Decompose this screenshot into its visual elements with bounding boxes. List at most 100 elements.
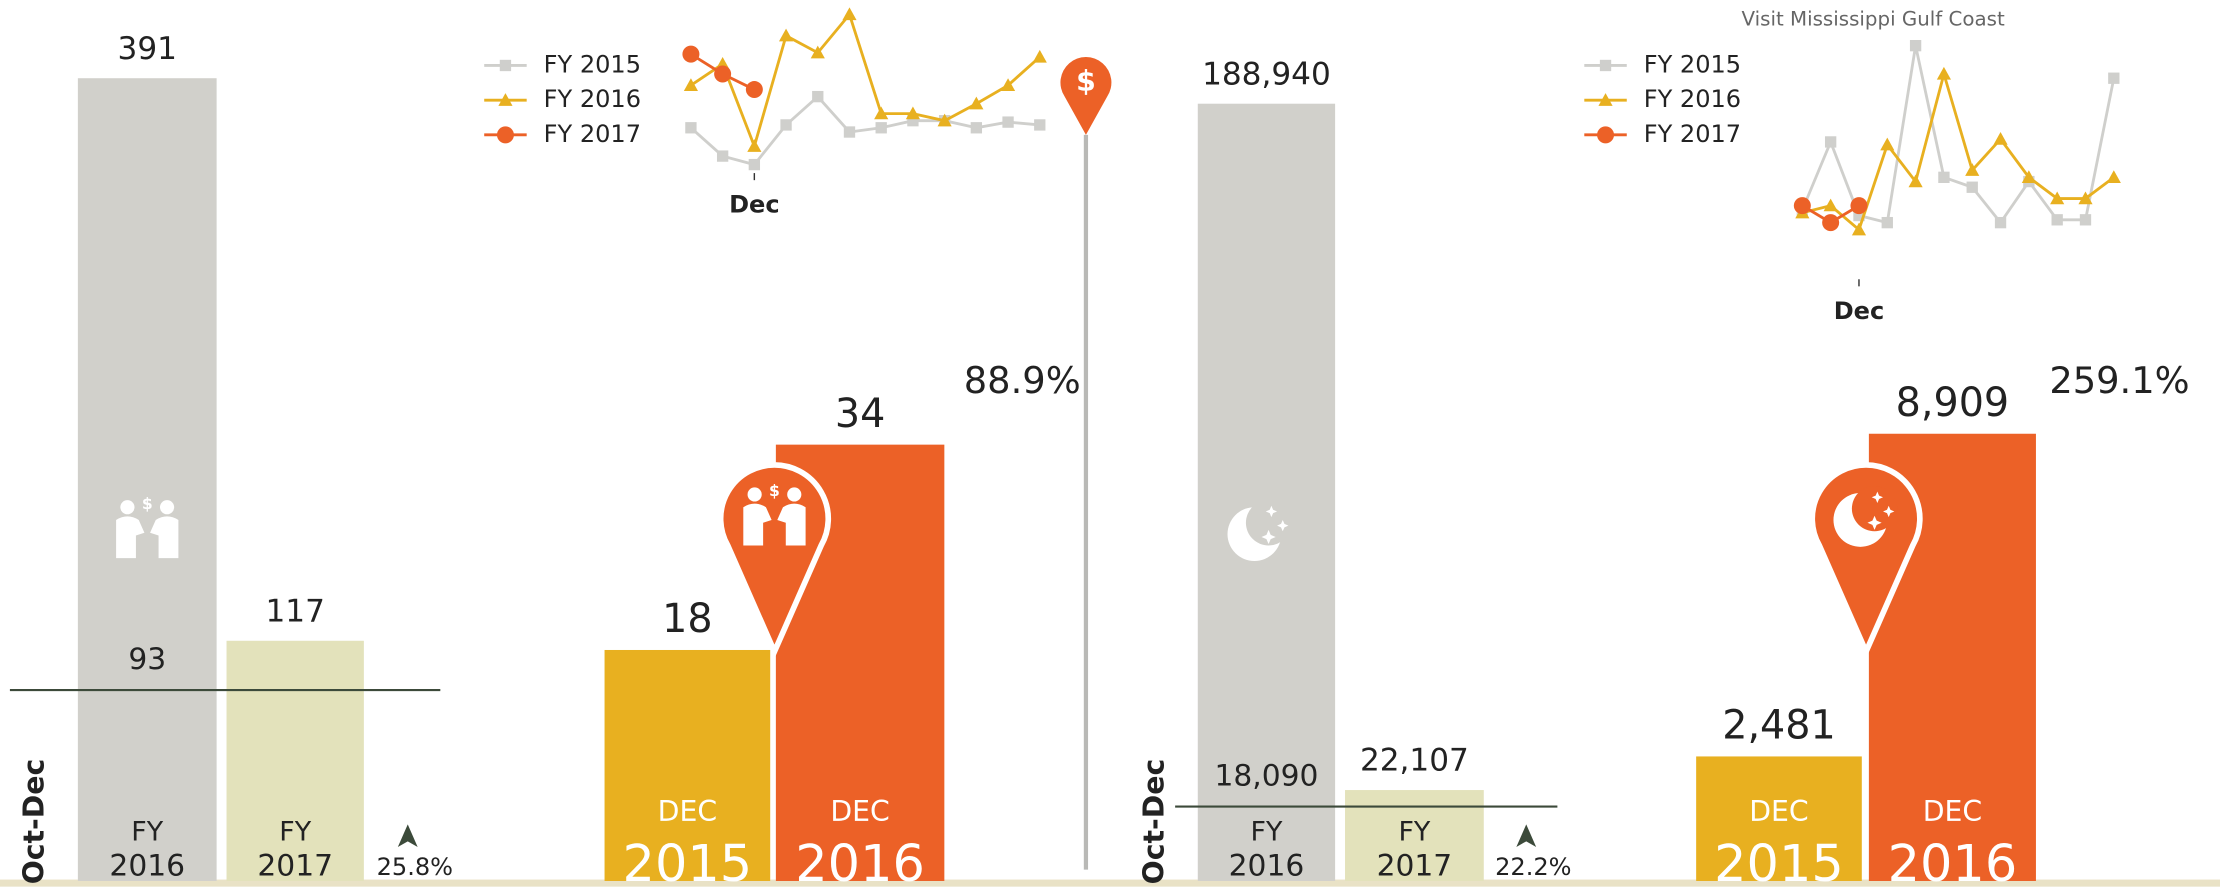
category-label: DEC [1749,795,1808,828]
dollar-pin: $ [1060,57,1112,135]
icon [116,516,145,559]
icon [120,500,135,515]
marker [2106,170,2121,183]
legend-marker [1599,59,1612,72]
marker [1824,136,1837,148]
value-label: 391 [118,31,177,67]
bar [604,649,771,881]
marker [745,81,763,99]
category-label: DEC [1923,795,1982,828]
marker [682,45,700,63]
icon [1871,491,1884,503]
svg-text:$: $ [1076,64,1096,97]
legend-label: FY 2015 [1644,50,1741,78]
marker [2078,191,2093,205]
category-label: FY [1398,816,1430,847]
legend-label: FY 2016 [1644,85,1741,113]
icon [743,503,772,546]
axis-label: Oct-Dec [1137,759,1170,885]
icon [150,516,179,559]
marker [1000,78,1016,91]
bar [226,640,364,881]
icon [747,487,762,502]
value-label: 8,909 [1896,380,2009,426]
bar [1197,103,1336,881]
legend-label: FY 2016 [544,85,641,113]
value-label: 34 [835,391,885,437]
x-tick-label: Dec [729,191,780,219]
change-arrow [1516,824,1537,848]
marker [747,139,762,152]
marker [1965,163,1980,176]
marker [778,28,794,42]
icon [787,487,802,502]
axis-label: Oct-Dec [17,759,50,885]
category-label: 2016 [1229,848,1305,883]
category-label: 2016 [109,848,185,883]
change-label: 25.8% [377,853,453,881]
bar [1345,790,1484,881]
marker [907,115,919,127]
value-label: 2,481 [1722,703,1835,749]
marker [1880,137,1895,151]
marker [1936,66,1951,80]
reference-label: 93 [128,642,166,677]
category-label: FY [1250,816,1282,847]
change-arrow [397,824,418,848]
value-label: 188,940 [1202,56,1331,92]
icon [159,500,175,515]
category-label: DEC [658,795,717,828]
legend-label: FY 2017 [544,120,641,148]
legend-label: FY 2015 [544,50,641,78]
marker [1853,209,1865,222]
marker [970,122,983,134]
marker [685,122,697,134]
value-label: 117 [265,593,324,629]
marker [1966,181,1978,193]
marker [1822,214,1840,232]
marker [1908,174,1923,188]
floor [0,879,2220,887]
chart-title: Visit Mississippi Gulf Coast [1742,8,2005,31]
marker [842,7,857,21]
icon: $ [769,482,780,500]
change-label: 259.1% [2049,359,2189,402]
marker [683,78,698,91]
series-line [1801,68,2115,233]
legend-marker [1598,93,1613,106]
category-label: FY [131,816,163,847]
series-line [689,94,1040,167]
category-label: FY [279,816,311,847]
marker [2050,191,2065,205]
marker [937,113,952,127]
marker [1938,171,1950,183]
category-label: 2015 [623,835,753,887]
category-label: 2016 [795,835,925,887]
series-line [1801,45,2116,226]
marker [748,158,761,171]
category-label: DEC [830,795,889,828]
marker [905,106,920,120]
icon [1867,515,1882,530]
marker [2079,214,2092,226]
legend-marker [496,126,514,144]
marker [874,106,889,120]
category-label: 2017 [257,848,333,883]
legend-marker [1597,126,1615,144]
series-line [690,11,1041,151]
marker [1850,197,1868,215]
marker [1851,222,1867,236]
reference-label: 18,090 [1214,758,1318,793]
category-label: 2017 [1377,848,1453,883]
legend-label: FY 2017 [1644,120,1741,148]
marker [843,126,856,138]
marker [969,96,984,110]
marker [780,119,792,131]
marker [714,65,732,83]
icon [1245,500,1292,546]
marker [1793,197,1811,215]
legend-marker [498,93,513,106]
marker [2108,72,2120,84]
marker [1823,198,1838,212]
